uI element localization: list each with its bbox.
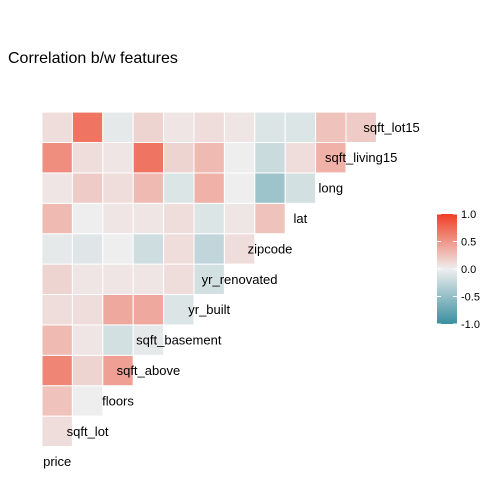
heatmap-cell-long-sqft_living15 xyxy=(315,142,347,174)
heatmap-cells xyxy=(41,111,377,448)
variable-label-sqft_lot15: sqft_lot15 xyxy=(363,120,419,135)
chart-title: Correlation b/w features xyxy=(8,50,178,67)
heatmap-cell-lat-long xyxy=(284,172,317,204)
heatmap-cell-price-zipcode xyxy=(41,233,73,265)
heatmap-cell-sqft_basement-sqft_lot15 xyxy=(163,111,195,143)
heatmap-cell-price-sqft_above xyxy=(41,354,73,387)
heatmap-cell-price-lat xyxy=(41,202,73,235)
heatmap-cell-sqft_lot-lat xyxy=(71,202,104,235)
variable-label-lat: lat xyxy=(294,211,308,226)
legend-colorbar xyxy=(437,214,457,324)
heatmap-cell-sqft_lot-yr_built xyxy=(71,294,104,326)
heatmap-cell-sqft_lot-long xyxy=(71,172,104,204)
legend-tick-label: 0.5 xyxy=(461,237,476,249)
heatmap-cell-price-yr_built xyxy=(41,294,73,326)
heatmap-cell-sqft_lot-sqft_above xyxy=(71,354,104,387)
heatmap-cell-yr_built-sqft_lot15 xyxy=(193,111,225,143)
heatmap-cell-price-sqft_basement xyxy=(41,324,73,356)
legend-tick-label: 0.0 xyxy=(461,264,476,276)
heatmap-cell-sqft_lot-zipcode xyxy=(71,233,104,265)
heatmap-cell-price-yr_renovated xyxy=(41,263,73,296)
heatmap-cell-zipcode-sqft_living15 xyxy=(254,142,286,174)
heatmap-cell-yr_built-yr_renovated xyxy=(193,263,225,296)
heatmap-cell-lat-sqft_living15 xyxy=(284,142,317,174)
heatmap-cell-sqft_basement-long xyxy=(163,172,195,204)
heatmap-cell-sqft_lot-sqft_basement xyxy=(71,324,104,356)
heatmap-cell-sqft_above-lat xyxy=(132,202,165,235)
heatmap-cell-floors-lat xyxy=(102,202,134,235)
heatmap-cell-lat-sqft_lot15 xyxy=(284,111,317,143)
heatmap-cell-sqft_basement-sqft_living15 xyxy=(163,142,195,174)
heatmap-cell-yr_renovated-sqft_lot15 xyxy=(223,111,256,143)
color-legend: 1.0 0.5 0.0 -0.5 -1.0 xyxy=(437,209,480,331)
variable-label-sqft_basement: sqft_basement xyxy=(136,333,222,348)
heatmap-cell-floors-sqft_living15 xyxy=(102,142,134,174)
variable-label-sqft_living15: sqft_living15 xyxy=(325,150,397,165)
variable-label-zipcode: zipcode xyxy=(248,241,293,256)
heatmap-cell-sqft_basement-yr_renovated xyxy=(163,263,195,296)
heatmap-cell-floors-sqft_basement xyxy=(102,324,134,356)
heatmap-cell-sqft_lot-sqft_living15 xyxy=(71,142,104,174)
heatmap-cell-sqft_living15-sqft_lot15 xyxy=(345,111,377,143)
variable-label-yr_renovated: yr_renovated xyxy=(202,272,278,287)
heatmap-cell-sqft_above-sqft_basement xyxy=(132,324,165,356)
heatmap-cell-yr_renovated-lat xyxy=(223,202,256,235)
legend-tick-label: -0.5 xyxy=(461,292,480,304)
heatmap-cell-price-sqft_living15 xyxy=(41,142,73,174)
heatmap-cell-yr_renovated-zipcode xyxy=(223,233,256,265)
heatmap-cell-yr_built-lat xyxy=(193,202,225,235)
variable-label-sqft_above: sqft_above xyxy=(117,363,181,378)
variable-label-yr_built: yr_built xyxy=(188,302,230,317)
heatmap-cell-floors-sqft_lot15 xyxy=(102,111,134,143)
heatmap-cell-yr_renovated-long xyxy=(223,172,256,204)
heatmap-cell-long-sqft_lot15 xyxy=(315,111,347,143)
heatmap-cell-floors-long xyxy=(102,172,134,204)
heatmap-cell-floors-zipcode xyxy=(102,233,134,265)
heatmap-cell-sqft_lot-sqft_lot15 xyxy=(71,111,104,143)
variable-label-sqft_lot: sqft_lot xyxy=(67,424,109,439)
heatmap-cell-yr_renovated-sqft_living15 xyxy=(223,142,256,174)
variable-labels: price sqft_lot floors sqft_above sqft_baseme… xyxy=(43,120,420,469)
heatmap-cell-zipcode-sqft_lot15 xyxy=(254,111,286,143)
heatmap-cell-sqft_above-sqft_lot15 xyxy=(132,111,165,143)
heatmap-cell-zipcode-lat xyxy=(254,202,286,235)
heatmap-cell-sqft_above-sqft_living15 xyxy=(132,142,165,174)
legend-tick-label: -1.0 xyxy=(461,319,480,331)
variable-label-floors: floors xyxy=(102,393,134,408)
heatmap-cell-sqft_basement-zipcode xyxy=(163,233,195,265)
heatmap-cell-price-sqft_lot15 xyxy=(41,111,73,143)
heatmap-cell-floors-yr_renovated xyxy=(102,263,134,296)
heatmap-cell-zipcode-long xyxy=(254,172,286,204)
heatmap-cell-price-floors xyxy=(41,385,73,417)
heatmap-cell-floors-yr_built xyxy=(102,294,134,326)
heatmap-cell-sqft_basement-yr_built xyxy=(163,294,195,326)
heatmap-cell-sqft_above-yr_renovated xyxy=(132,263,165,296)
variable-label-long: long xyxy=(319,181,344,196)
heatmap-cell-sqft_above-yr_built xyxy=(132,294,165,326)
heatmap-cell-sqft_lot-floors xyxy=(71,385,104,417)
variable-label-price: price xyxy=(43,454,71,469)
heatmap-cell-yr_built-sqft_living15 xyxy=(193,142,225,174)
heatmap-cell-sqft_above-long xyxy=(132,172,165,204)
heatmap-cell-sqft_basement-lat xyxy=(163,202,195,235)
heatmap-cell-price-long xyxy=(41,172,73,204)
heatmap-cell-sqft_lot-yr_renovated xyxy=(71,263,104,296)
legend-tick-label: 1.0 xyxy=(461,209,476,221)
heatmap-cell-yr_built-long xyxy=(193,172,225,204)
heatmap-cell-floors-sqft_above xyxy=(102,354,134,387)
heatmap-cell-sqft_above-zipcode xyxy=(132,233,165,265)
heatmap-cell-yr_built-zipcode xyxy=(193,233,225,265)
